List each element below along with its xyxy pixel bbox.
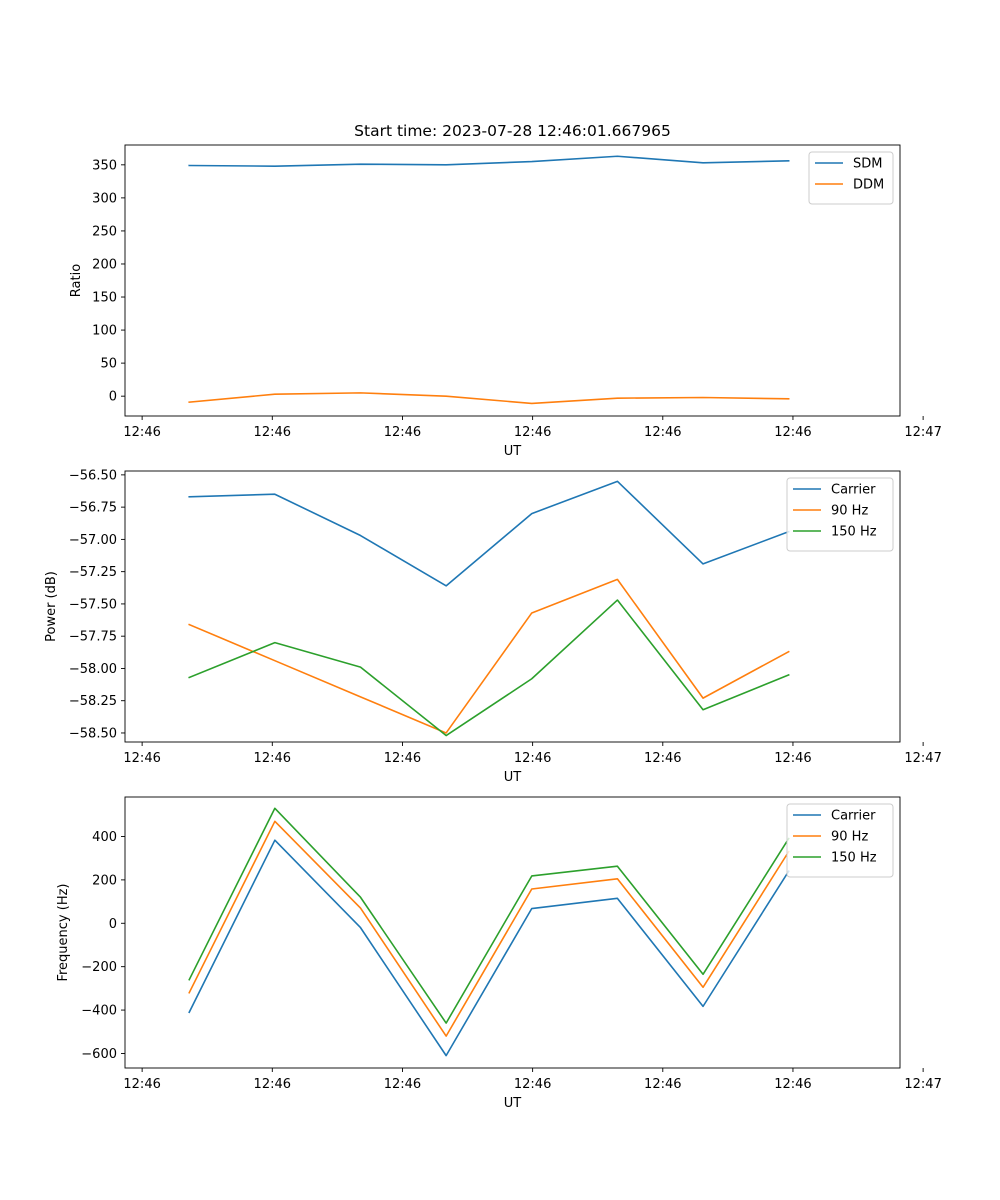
legend-label: 150 Hz [831,525,877,540]
x-axis-label: UT [504,444,522,459]
y-tick-label: 50 [100,357,117,372]
y-tick-label: −58.25 [69,694,117,709]
y-tick-label: 200 [92,257,117,272]
y-tick-label: 150 [92,291,117,306]
legend: Carrier 90 Hz 150 Hz [786,803,894,878]
legend-label: 90 Hz [831,504,868,519]
axes-frame [124,470,901,743]
x-axis-label: UT [504,1096,522,1111]
y-tick-label: −57.75 [69,630,117,645]
legend: Carrier 90 Hz 150 Hz [786,477,894,552]
x-tick-label: 12:46 [384,1077,421,1092]
series-line-90-hz [188,820,790,1037]
y-tick-label: 350 [92,158,117,173]
x-tick-label: 12:46 [384,751,421,766]
legend-label: Carrier [831,483,876,498]
series-line-ddm [188,392,790,405]
y-tick-label: 0 [109,917,117,932]
x-tick-label: 12:46 [123,425,160,440]
series-line-90-hz [188,578,790,734]
plot-area [125,145,900,416]
series-line-sdm [188,155,790,167]
x-tick-label: 12:46 [254,751,291,766]
x-tick-label: 12:46 [644,425,681,440]
y-tick-label: −57.50 [69,597,117,612]
x-tick-label: 12:47 [904,751,941,766]
x-tick-label: 12:46 [644,1077,681,1092]
legend-box [786,803,894,878]
legend-box [786,477,894,552]
x-tick-label: 12:46 [644,751,681,766]
x-tick-label: 12:46 [774,751,811,766]
series-line-150-hz [188,599,790,737]
x-tick-label: 12:46 [774,425,811,440]
x-axis-label: UT [504,770,522,785]
y-tick-label: 100 [92,324,117,339]
x-tick-label: 12:47 [904,425,941,440]
y-tick-label: −58.00 [69,662,117,677]
y-axis-label: Ratio [69,264,84,297]
y-tick-label: −58.50 [69,726,117,741]
chart-panel-1: 12:46 12:46 12:46 12:46 12:46 12:46 12:47 0 50 10… [69,144,942,459]
axes-frame [124,144,901,417]
y-tick-label: 200 [92,873,117,888]
chart-panel-3: 12:46 12:46 12:46 12:46 12:46 12:46 12:47 −600 −… [56,796,942,1111]
legend-label: SDM [853,157,882,172]
x-tick-label: 12:46 [384,425,421,440]
figure-title: Start time: 2023-07-28 12:46:01.667965 [354,122,671,140]
x-tick-label: 12:46 [514,1077,551,1092]
plot-area [125,797,900,1068]
series-line-carrier [188,480,790,587]
x-tick-label: 12:46 [123,751,160,766]
chart-panel-2: 12:46 12:46 12:46 12:46 12:46 12:46 12:47 −58.5… [44,468,942,785]
y-tick-label: −56.50 [69,468,117,483]
y-tick-label: 300 [92,191,117,206]
plots-container: 12:46 12:46 12:46 12:46 12:46 12:46 12:47 0 50 10… [44,144,942,1111]
y-tick-label: −57.00 [69,533,117,548]
y-tick-label: 0 [109,390,117,405]
x-tick-label: 12:46 [123,1077,160,1092]
x-tick-label: 12:46 [514,425,551,440]
x-tick-label: 12:46 [254,425,291,440]
legend-box [808,151,894,205]
x-tick-label: 12:47 [904,1077,941,1092]
legend-label: DDM [853,178,884,193]
x-tick-label: 12:46 [774,1077,811,1092]
y-tick-label: −600 [81,1047,117,1062]
y-tick-label: −56.75 [69,501,117,516]
series-line-150-hz [188,807,790,1024]
series-line-carrier [188,839,790,1057]
y-tick-label: −57.25 [69,565,117,580]
plot-area [125,471,900,742]
y-tick-label: −200 [81,960,117,975]
legend: SDM DDM [808,151,894,205]
y-axis-label: Frequency (Hz) [56,883,71,981]
legend-label: 150 Hz [831,851,877,866]
legend-label: Carrier [831,809,876,824]
y-axis-label: Power (dB) [44,571,59,642]
y-tick-label: 400 [92,830,117,845]
x-tick-label: 12:46 [514,751,551,766]
y-tick-label: −400 [81,1004,117,1019]
axes-frame [124,796,901,1069]
x-tick-label: 12:46 [254,1077,291,1092]
y-tick-label: 250 [92,224,117,239]
legend-label: 90 Hz [831,830,868,845]
